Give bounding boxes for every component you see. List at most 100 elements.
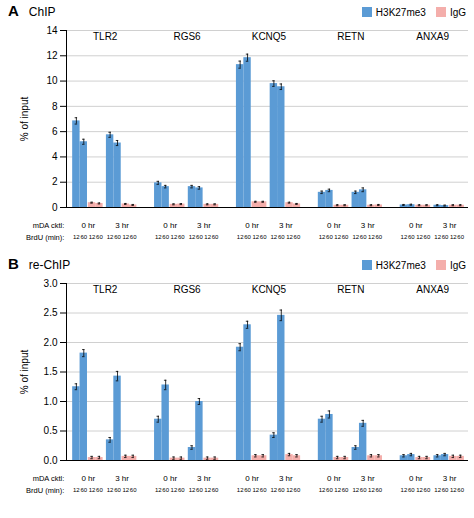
svg-text:60: 60 [342,487,349,493]
svg-text:60: 60 [96,234,103,240]
svg-text:12: 12 [416,487,423,493]
svg-text:60: 60 [130,234,137,240]
svg-text:12: 12 [107,234,114,240]
svg-text:3.0: 3.0 [44,278,58,289]
svg-text:60: 60 [162,487,169,493]
svg-text:10: 10 [46,75,58,86]
svg-text:60: 60 [342,234,349,240]
svg-text:12: 12 [171,487,178,493]
svg-text:14: 14 [46,25,58,36]
svg-text:KCNQ5: KCNQ5 [252,284,287,295]
svg-text:12: 12 [434,487,441,493]
svg-text:mDA cktl:: mDA cktl: [33,221,65,230]
svg-text:2.0: 2.0 [44,337,58,348]
svg-text:3 hr: 3 hr [197,474,211,483]
svg-text:6: 6 [52,126,58,137]
svg-text:12: 12 [286,487,293,493]
svg-text:60: 60 [424,234,431,240]
svg-text:12: 12 [189,487,196,493]
svg-text:12: 12 [352,487,359,493]
svg-text:3 hr: 3 hr [361,474,375,483]
svg-text:3 hr: 3 hr [279,221,293,230]
svg-text:0 hr: 0 hr [163,474,177,483]
svg-text:3 hr: 3 hr [443,474,457,483]
svg-text:60: 60 [442,234,449,240]
svg-text:1.0: 1.0 [44,396,58,407]
svg-text:12: 12 [89,487,96,493]
svg-text:60: 60 [178,234,185,240]
svg-text:60: 60 [326,234,333,240]
svg-text:60: 60 [360,234,367,240]
svg-text:8: 8 [52,101,58,112]
svg-text:0 hr: 0 hr [409,474,423,483]
svg-text:3 hr: 3 hr [279,474,293,483]
svg-text:60: 60 [80,487,87,493]
svg-text:12: 12 [252,234,259,240]
svg-text:12: 12 [368,234,375,240]
svg-text:3 hr: 3 hr [443,221,457,230]
svg-text:60: 60 [260,234,267,240]
svg-text:60: 60 [178,487,185,493]
svg-text:RETN: RETN [337,284,364,295]
svg-text:12: 12 [155,234,162,240]
svg-text:3 hr: 3 hr [115,221,129,230]
svg-text:60: 60 [244,234,251,240]
svg-text:60: 60 [294,234,301,240]
svg-text:0 hr: 0 hr [327,474,341,483]
svg-text:12: 12 [401,234,408,240]
svg-text:KCNQ5: KCNQ5 [252,31,287,42]
svg-text:12: 12 [46,50,58,61]
svg-text:60: 60 [457,234,464,240]
svg-text:60: 60 [360,487,367,493]
svg-text:BrdU (min):: BrdU (min): [26,233,64,242]
svg-text:RGS6: RGS6 [173,31,201,42]
svg-text:0 hr: 0 hr [245,474,259,483]
svg-text:60: 60 [457,487,464,493]
svg-text:60: 60 [212,487,219,493]
svg-text:12: 12 [89,234,96,240]
svg-text:12: 12 [73,234,80,240]
svg-text:60: 60 [212,234,219,240]
svg-text:TLR2: TLR2 [93,284,118,295]
svg-text:12: 12 [401,487,408,493]
svg-text:60: 60 [408,487,415,493]
svg-text:12: 12 [271,234,278,240]
svg-text:12: 12 [334,487,341,493]
svg-text:12: 12 [237,234,244,240]
svg-text:12: 12 [73,487,80,493]
svg-text:12: 12 [271,487,278,493]
svg-text:60: 60 [244,487,251,493]
svg-text:12: 12 [155,487,162,493]
svg-text:ANXA9: ANXA9 [416,284,449,295]
svg-text:3 hr: 3 hr [115,474,129,483]
svg-text:60: 60 [375,234,382,240]
svg-text:60: 60 [130,487,137,493]
svg-text:60: 60 [375,487,382,493]
svg-text:12: 12 [368,487,375,493]
svg-text:12: 12 [189,234,196,240]
svg-text:60: 60 [278,234,285,240]
svg-text:0.5: 0.5 [44,425,58,436]
svg-text:60: 60 [278,487,285,493]
svg-text:% of input: % of input [19,97,30,142]
svg-text:0.0: 0.0 [44,455,58,466]
svg-text:12: 12 [450,487,457,493]
svg-text:12: 12 [416,234,423,240]
svg-text:60: 60 [96,487,103,493]
svg-text:2.5: 2.5 [44,307,58,318]
svg-text:4: 4 [52,151,58,162]
svg-text:12: 12 [237,487,244,493]
svg-text:12: 12 [319,234,326,240]
svg-text:RETN: RETN [337,31,364,42]
svg-text:12: 12 [319,487,326,493]
svg-text:0 hr: 0 hr [81,474,95,483]
svg-text:% of input: % of input [19,350,30,395]
svg-text:12: 12 [352,234,359,240]
svg-text:60: 60 [408,234,415,240]
svg-text:12: 12 [204,487,211,493]
svg-text:60: 60 [326,487,333,493]
svg-text:12: 12 [204,234,211,240]
svg-text:0 hr: 0 hr [245,221,259,230]
svg-text:RGS6: RGS6 [173,284,201,295]
svg-text:60: 60 [114,234,121,240]
